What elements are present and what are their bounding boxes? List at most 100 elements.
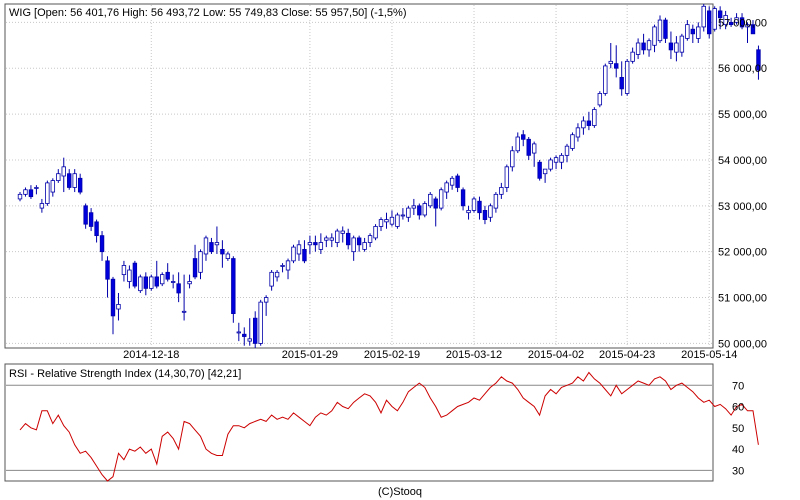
candle	[739, 13, 745, 30]
candle-body	[449, 177, 455, 186]
candle	[559, 153, 564, 170]
candle-body	[739, 17, 745, 28]
candle-body	[198, 251, 203, 273]
candle-body	[389, 216, 395, 225]
candle	[209, 237, 214, 254]
candle-body	[570, 134, 575, 149]
candle	[466, 205, 471, 220]
candle-body	[619, 76, 624, 90]
candle	[307, 235, 313, 254]
candle	[94, 219, 99, 243]
candle-body	[515, 136, 520, 152]
candle-body	[417, 205, 422, 216]
candle	[712, 6, 717, 32]
candle	[521, 130, 526, 147]
price-tick-label: 51 000,00	[718, 293, 767, 305]
price-tick-label: 55 000,00	[718, 109, 767, 121]
rsi-tick-label: 50	[732, 423, 744, 435]
candle-body	[471, 198, 477, 211]
candle-body	[187, 281, 192, 285]
candle-body	[34, 187, 39, 189]
candle-body	[72, 173, 77, 188]
candle-body	[335, 230, 340, 243]
candle	[367, 233, 373, 248]
price-axis-tick-labels: 50 000,00 51 000,00 52 000,00 53 000,00 54 0…	[718, 17, 767, 350]
candle	[274, 270, 280, 282]
candle	[564, 143, 570, 163]
candle-body	[586, 120, 592, 126]
candle	[138, 274, 143, 293]
candle	[592, 107, 597, 128]
candle-body	[750, 24, 756, 35]
candle-body	[110, 278, 116, 317]
rsi-chart-title: RSI - Relative Strength Index (14,30,70)…	[9, 368, 241, 380]
candle-body	[17, 193, 23, 200]
candle	[663, 17, 668, 43]
candle	[460, 187, 466, 211]
rsi-tick-label: 60	[732, 402, 744, 414]
candle-body	[466, 209, 471, 214]
candle-body	[39, 203, 45, 209]
candle	[72, 169, 77, 193]
candle	[449, 176, 455, 190]
candle	[373, 224, 378, 241]
candle-body	[280, 265, 285, 267]
candle-body	[548, 159, 553, 170]
candle	[116, 292, 121, 321]
candle	[34, 185, 39, 195]
candle	[340, 226, 345, 243]
candle	[581, 116, 586, 135]
candle	[280, 263, 285, 273]
candle	[707, 6, 712, 39]
candle	[619, 61, 624, 96]
candle	[723, 10, 728, 30]
candle-body	[225, 253, 231, 259]
candle-body	[258, 301, 263, 344]
candle	[356, 235, 362, 252]
candle-body	[88, 212, 94, 227]
candle-body	[203, 237, 209, 255]
candle-body	[624, 60, 630, 94]
candle-body	[707, 10, 712, 35]
candle-body	[274, 271, 280, 278]
candle	[192, 244, 198, 280]
candle-body	[531, 143, 537, 154]
candle-body	[28, 189, 34, 198]
candle-body	[220, 248, 225, 255]
candle	[39, 198, 45, 213]
candle	[646, 38, 652, 57]
candle-body	[482, 209, 488, 220]
candle	[318, 233, 324, 254]
price-title-background	[7, 6, 360, 19]
candle	[685, 20, 690, 41]
candle-body	[663, 19, 668, 39]
candle-body	[384, 219, 389, 223]
candle	[231, 256, 236, 323]
price-tick-label: 54 000,00	[718, 155, 767, 167]
candle	[253, 311, 258, 348]
candle	[329, 233, 334, 248]
candle	[515, 132, 520, 154]
candle-body	[411, 205, 417, 209]
candle	[127, 265, 132, 289]
candle	[471, 196, 477, 213]
candle-body	[367, 235, 373, 243]
rsi-reference-lines	[6, 384, 712, 471]
candle-body	[242, 333, 247, 337]
candle	[263, 295, 269, 316]
candle	[411, 198, 417, 215]
candle	[83, 203, 88, 229]
price-vertical-gridlines	[150, 5, 710, 347]
candle	[351, 235, 356, 261]
candle	[575, 123, 581, 142]
candle	[28, 185, 34, 199]
candle-body	[723, 15, 728, 26]
candle-body	[745, 24, 750, 28]
rsi-points	[19, 372, 759, 482]
price-tick-label: 56 000,00	[718, 63, 767, 75]
candle	[187, 274, 192, 289]
candle	[493, 192, 499, 213]
candle-body	[728, 21, 734, 26]
candle-body	[614, 63, 619, 69]
